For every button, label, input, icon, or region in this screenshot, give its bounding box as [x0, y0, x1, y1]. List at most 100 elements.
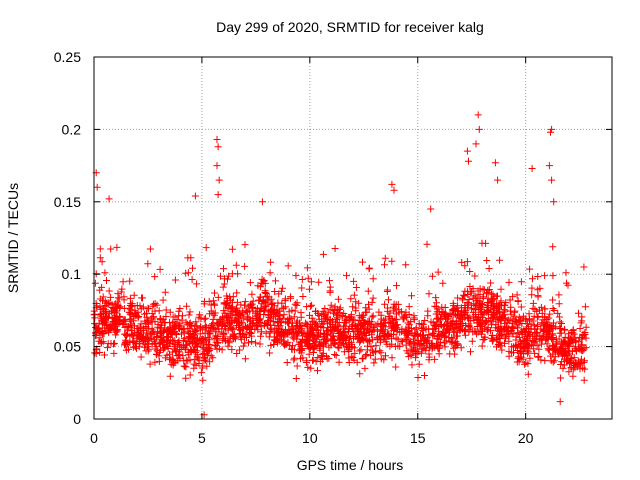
x-tick-label: 5 [198, 430, 206, 446]
data-point [278, 284, 286, 292]
data-point [290, 354, 298, 362]
data-point [394, 342, 402, 350]
data-point [458, 258, 466, 266]
data-point [547, 128, 554, 136]
data-point [115, 316, 123, 324]
data-point [267, 258, 275, 266]
data-point [214, 293, 222, 301]
data-point [504, 316, 512, 324]
data-point [481, 333, 489, 341]
data-point [394, 300, 402, 308]
data-point [406, 340, 414, 348]
data-point [227, 296, 235, 304]
data-point [528, 165, 536, 172]
data-point [443, 326, 451, 334]
y-tick-label: 0.1 [62, 266, 82, 282]
data-point [284, 338, 292, 346]
data-point [509, 330, 517, 338]
data-point [349, 303, 357, 311]
data-point [207, 352, 215, 360]
data-point [364, 337, 372, 345]
data-point [381, 315, 389, 323]
data-point [321, 310, 329, 318]
data-point [471, 272, 479, 280]
data-point [409, 348, 417, 356]
data-point [298, 284, 306, 292]
data-point [555, 291, 563, 299]
data-point [315, 329, 323, 337]
data-point [196, 311, 204, 319]
data-point [123, 332, 130, 339]
data-point [103, 320, 111, 328]
data-point [126, 277, 134, 285]
data-point [128, 331, 136, 339]
data-point [179, 337, 187, 345]
data-point [192, 318, 200, 326]
data-point [243, 334, 250, 341]
data-point [122, 346, 130, 354]
data-point [424, 312, 432, 320]
data-point [546, 310, 554, 318]
data-point [103, 277, 110, 284]
data-point [239, 342, 247, 350]
data-point [440, 339, 448, 347]
data-point [369, 336, 377, 344]
data-point [381, 254, 389, 262]
data-point [156, 331, 164, 339]
data-point [565, 340, 573, 348]
data-point [484, 294, 492, 302]
data-point [123, 340, 131, 348]
data-point [352, 298, 360, 306]
data-point [204, 333, 212, 341]
data-point [560, 325, 568, 333]
data-point [330, 333, 337, 341]
data-point [279, 340, 287, 348]
data-point [352, 284, 360, 291]
data-point [93, 183, 101, 191]
data-point [153, 334, 161, 342]
data-point [448, 319, 456, 327]
data-point [179, 352, 187, 360]
data-point [178, 330, 185, 338]
data-point [96, 349, 104, 356]
data-point [390, 186, 398, 194]
data-point [297, 322, 305, 330]
data-point [270, 341, 278, 348]
data-point [307, 323, 315, 331]
data-point [557, 329, 565, 337]
data-point [219, 283, 227, 291]
data-point [185, 311, 193, 319]
data-point [288, 330, 296, 338]
data-point [397, 308, 405, 316]
data-point [541, 357, 549, 365]
data-point [207, 307, 215, 315]
data-point [214, 143, 222, 151]
data-point [273, 306, 281, 314]
data-point [533, 313, 541, 321]
data-point [402, 341, 410, 349]
data-point [501, 306, 509, 314]
data-point [291, 300, 299, 308]
data-point [452, 338, 460, 346]
data-point [368, 327, 376, 335]
data-point [126, 294, 134, 302]
data-point [414, 331, 422, 339]
data-point [118, 285, 126, 293]
data-point [175, 348, 183, 356]
data-point [319, 324, 327, 332]
data-point [312, 320, 320, 328]
data-point [259, 298, 267, 305]
data-point [498, 346, 506, 354]
data-point [498, 312, 506, 320]
data-point [189, 264, 196, 272]
data-point [223, 300, 231, 308]
data-point [121, 316, 129, 324]
data-point [98, 283, 106, 291]
data-point [230, 333, 238, 341]
data-point [505, 332, 513, 340]
data-point [310, 345, 318, 353]
data-point [184, 269, 192, 277]
y-axis-label: SRMTID / TECUs [5, 183, 21, 293]
data-point [442, 333, 450, 341]
data-point [421, 317, 429, 324]
